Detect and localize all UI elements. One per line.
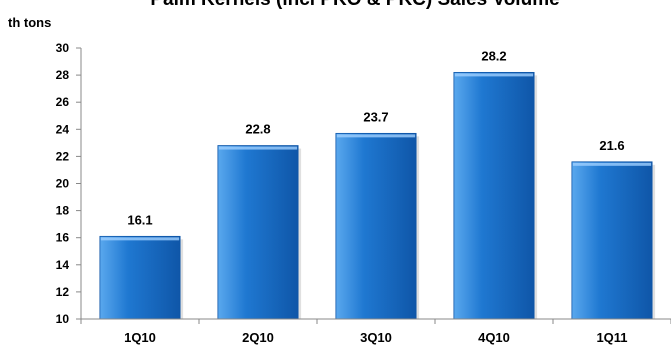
data-label: 16.1 [127,212,152,227]
y-axis-ticks: 10 12 14 16 18 20 22 24 26 28 30 [56,41,81,326]
y-tick-label: 26 [56,95,70,109]
x-tick-label: 1Q10 [124,330,156,345]
x-tick-label: 1Q11 [596,330,627,345]
data-label: 21.6 [599,138,624,153]
bar [99,235,181,320]
bars [99,71,656,320]
x-tick-label: 3Q10 [360,330,392,345]
data-label: 23.7 [363,109,388,124]
data-label: 28.2 [481,48,506,63]
y-tick-label: 14 [56,258,70,272]
bar-highlight [336,134,416,138]
x-axis-ticks: 1Q10 2Q10 3Q10 4Q10 1Q11 [80,319,671,345]
y-tick-label: 16 [56,231,70,245]
bar-highlight [572,162,652,166]
data-label: 22.8 [245,122,270,137]
bar [217,145,299,320]
y-tick-label: 10 [56,312,70,326]
x-tick-label: 2Q10 [242,330,274,345]
y-tick-label: 18 [56,204,70,218]
y-tick-label: 22 [56,149,70,163]
y-tick-label: 28 [56,68,70,82]
bar-highlight [218,146,298,150]
bar-highlight [454,73,534,77]
y-tick-label: 12 [56,285,70,299]
bar [453,71,535,320]
bar [571,161,653,320]
y-axis-label: th tons [8,15,51,30]
y-tick-label: 24 [56,122,70,136]
y-tick-label: 20 [56,177,70,191]
bar-highlight [100,237,180,241]
x-tick-label: 4Q10 [478,330,510,345]
data-labels: 16.1 22.8 23.7 28.2 21.6 [127,48,624,227]
bar [335,132,417,320]
chart-title: Palm Kernels (incl PKO & PKC) Sales Volu… [150,0,559,10]
y-tick-label: 30 [56,41,70,55]
